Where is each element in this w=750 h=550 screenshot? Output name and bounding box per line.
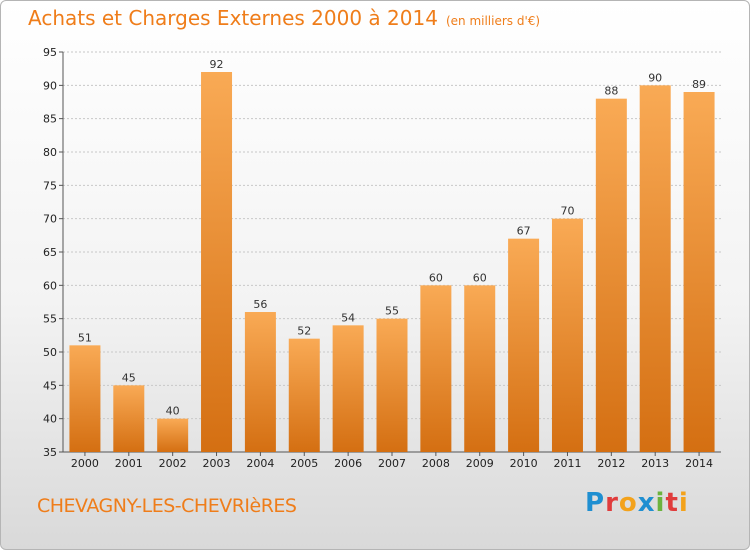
- y-tick-label: 70: [43, 213, 57, 226]
- bar-value-label: 40: [166, 405, 180, 418]
- y-tick-label: 55: [43, 313, 57, 326]
- chart-title: Achats et Charges Externes 2000 à 2014 (e…: [28, 6, 540, 30]
- bar: [113, 385, 145, 452]
- logo-letter: r: [605, 488, 619, 518]
- y-tick-label: 35: [43, 446, 57, 459]
- bar: [69, 345, 101, 452]
- bar: [376, 318, 408, 452]
- y-tick-label: 50: [43, 346, 57, 359]
- logo-letter: i: [678, 488, 689, 518]
- y-tick-label: 60: [43, 279, 57, 292]
- bar-value-label: 88: [604, 85, 618, 98]
- y-tick-label: 95: [43, 46, 57, 59]
- x-tick-label: 2008: [422, 457, 450, 470]
- logo-letter: o: [618, 488, 638, 518]
- bar: [288, 338, 320, 452]
- x-tick-label: 2003: [203, 457, 231, 470]
- y-tick-label: 45: [43, 379, 57, 392]
- y-tick-label: 40: [43, 413, 57, 426]
- x-tick-label: 2014: [685, 457, 713, 470]
- bar: [683, 92, 715, 452]
- bar-value-label: 90: [648, 71, 662, 84]
- bar-value-label: 67: [517, 225, 531, 238]
- x-tick-label: 2013: [641, 457, 669, 470]
- y-tick-label: 75: [43, 179, 57, 192]
- bar: [595, 98, 627, 453]
- bar-value-label: 51: [78, 331, 92, 344]
- x-tick-label: 2000: [71, 457, 99, 470]
- bar: [464, 285, 496, 452]
- bar: [551, 218, 583, 452]
- y-tick-label: 85: [43, 113, 57, 126]
- logo-letter: x: [637, 488, 656, 518]
- x-tick-label: 2006: [334, 457, 362, 470]
- y-tick-label: 80: [43, 146, 57, 159]
- x-tick-label: 2012: [597, 457, 625, 470]
- x-tick-label: 2001: [115, 457, 143, 470]
- bar-value-label: 52: [297, 325, 311, 338]
- bar: [157, 418, 189, 452]
- x-tick-label: 2005: [290, 457, 318, 470]
- bar-value-label: 55: [385, 305, 399, 318]
- bar: [201, 72, 233, 452]
- x-tick-label: 2002: [159, 457, 187, 470]
- chart-title-unit: (en milliers d'€): [445, 14, 541, 28]
- bar-value-label: 60: [429, 271, 443, 284]
- x-tick-label: 2010: [510, 457, 538, 470]
- chart-title-main: Achats et Charges Externes 2000 à 2014: [28, 6, 438, 30]
- bar-value-label: 92: [210, 58, 224, 71]
- commune-name: CHEVAGNY-LES-CHEVRIèRES: [37, 495, 297, 517]
- bar: [420, 285, 452, 452]
- x-tick-label: 2011: [553, 457, 581, 470]
- bar-value-label: 45: [122, 371, 136, 384]
- x-tick-label: 2009: [466, 457, 494, 470]
- proxiti-logo: Proxiti: [585, 488, 689, 518]
- bar: [244, 312, 276, 452]
- bar: [332, 325, 364, 452]
- bar-value-label: 89: [692, 78, 706, 91]
- y-tick-label: 90: [43, 79, 57, 92]
- logo-letter: P: [585, 488, 606, 518]
- logo-letter: t: [665, 488, 679, 518]
- logo-letter: i: [655, 488, 666, 518]
- x-tick-label: 2007: [378, 457, 406, 470]
- y-tick-label: 65: [43, 246, 57, 259]
- bar-value-label: 54: [341, 311, 355, 324]
- bar: [639, 85, 671, 452]
- bar-value-label: 60: [473, 271, 487, 284]
- bar-value-label: 56: [253, 298, 267, 311]
- bar-value-label: 70: [560, 205, 574, 218]
- x-tick-label: 2004: [246, 457, 274, 470]
- bar: [508, 238, 540, 452]
